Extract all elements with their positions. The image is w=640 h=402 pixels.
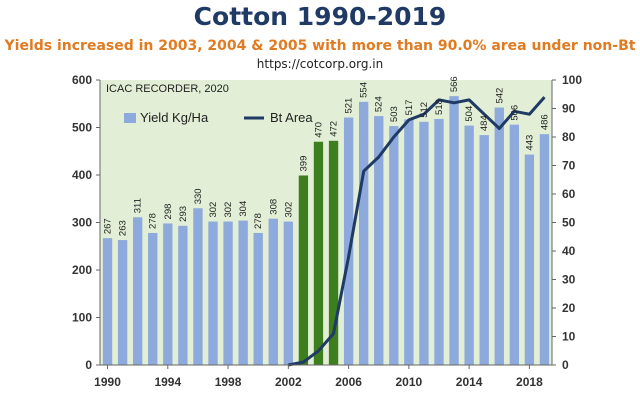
bar-1991 [117, 240, 128, 365]
data-label-2011: 512 [419, 102, 430, 118]
chart-title: Cotton 1990-2019 [193, 2, 447, 31]
x-tick-label-2014: 2014 [456, 375, 483, 389]
x-tick-label-1990: 1990 [94, 375, 121, 389]
data-label-2000: 278 [253, 213, 264, 229]
y-right-tick-label: 60 [562, 187, 576, 201]
data-label-2004: 470 [313, 122, 324, 138]
data-label-2002: 302 [283, 202, 294, 218]
y-left-tick-label: 600 [72, 73, 92, 87]
y-right-tick-label: 20 [562, 301, 576, 315]
data-label-2016: 542 [494, 88, 505, 104]
y-right-tick-label: 40 [562, 244, 576, 258]
legend-yield-label: Yield Kg/Ha [140, 110, 209, 125]
bar-2005 [328, 140, 339, 365]
data-label-1997: 302 [208, 202, 219, 218]
x-tick-label-2010: 2010 [396, 375, 423, 389]
y-left-tick-label: 200 [72, 263, 92, 277]
bar-2019 [539, 134, 550, 365]
y-right-tick-label: 90 [562, 102, 576, 116]
y-right-tick-label: 50 [562, 216, 576, 230]
data-label-1994: 298 [163, 204, 174, 220]
bar-2002 [283, 221, 294, 365]
bar-1994 [163, 223, 173, 365]
bt-area-line [288, 96, 546, 367]
y-left-tick-label: 400 [72, 168, 92, 182]
data-label-1990: 267 [103, 218, 114, 234]
x-tick-label-1994: 1994 [154, 375, 181, 389]
x-tick-label-2018: 2018 [516, 375, 543, 389]
bar-2004 [313, 141, 324, 365]
data-label-1999: 304 [238, 201, 249, 217]
bar-2014 [464, 125, 474, 365]
y-right-tick-label: 30 [562, 273, 576, 287]
data-label-2005: 472 [329, 121, 340, 137]
bar-2003 [298, 175, 309, 365]
bar-2008 [374, 116, 384, 365]
bar-2006 [343, 117, 354, 366]
bar-1995 [178, 225, 188, 365]
bar-2013 [449, 96, 459, 366]
legend-bt-label: Bt Area [270, 110, 313, 125]
y-left-tick-label: 0 [85, 358, 92, 372]
y-right-tick-label: 100 [562, 73, 582, 87]
bar-1993 [148, 232, 158, 365]
data-label-1991: 263 [118, 220, 129, 236]
y-left-tick-label: 500 [72, 121, 92, 135]
legend-yield-swatch [124, 113, 136, 123]
bar-1990 [102, 238, 113, 365]
data-label-2019: 486 [539, 114, 550, 130]
data-label-1996: 330 [193, 188, 204, 204]
bar-2017 [509, 124, 520, 366]
data-label-2009: 503 [389, 106, 400, 122]
bar-1999 [238, 220, 248, 365]
plot-background [100, 80, 552, 365]
bar-1992 [132, 217, 143, 365]
data-label-2012: 518 [434, 99, 445, 115]
chart-subtitle: Yields increased in 2003, 2004 & 2005 wi… [4, 38, 636, 54]
data-label-2013: 566 [449, 76, 460, 92]
data-label-1993: 278 [148, 213, 159, 229]
bar-2015 [479, 135, 489, 365]
y-right-tick-label: 0 [562, 358, 569, 372]
bar-2016 [494, 107, 504, 366]
bar-1997 [208, 221, 218, 365]
bar-2007 [358, 101, 369, 365]
bar-1998 [223, 221, 233, 365]
bar-2009 [389, 126, 399, 365]
y-left-tick-label: 300 [72, 216, 92, 230]
data-label-2001: 308 [268, 199, 279, 215]
bar-2001 [268, 218, 278, 365]
y-right-tick-label: 10 [562, 330, 576, 344]
data-label-2015: 484 [479, 115, 490, 131]
x-tick-label-1998: 1998 [215, 375, 242, 389]
bar-2010 [404, 119, 414, 365]
data-label-2014: 504 [464, 106, 475, 122]
data-label-2003: 399 [298, 156, 309, 172]
data-label-2018: 443 [524, 135, 535, 151]
y-right-tick-label: 70 [562, 159, 576, 173]
y-left-tick-label: 100 [72, 311, 92, 325]
data-label-2017: 506 [509, 105, 520, 121]
data-label-2006: 521 [344, 98, 355, 114]
watermark-label: ICAC RECORDER, 2020 [106, 83, 229, 95]
bar-2000 [253, 232, 263, 365]
bar-2018 [524, 154, 535, 365]
data-label-1995: 293 [178, 206, 189, 222]
x-tick-label-2002: 2002 [275, 375, 302, 389]
data-label-1998: 302 [223, 202, 234, 218]
source-url: https://cotcorp.org.in [256, 57, 384, 71]
bar-1996 [193, 208, 203, 365]
data-label-2010: 517 [404, 100, 415, 116]
y-right-tick-label: 80 [562, 130, 576, 144]
data-label-1992: 311 [133, 198, 144, 213]
bar-2011 [419, 121, 429, 365]
data-label-2007: 554 [359, 82, 370, 98]
x-tick-label-2006: 2006 [335, 375, 362, 389]
data-label-2008: 524 [374, 96, 385, 112]
bar-2012 [434, 118, 444, 365]
